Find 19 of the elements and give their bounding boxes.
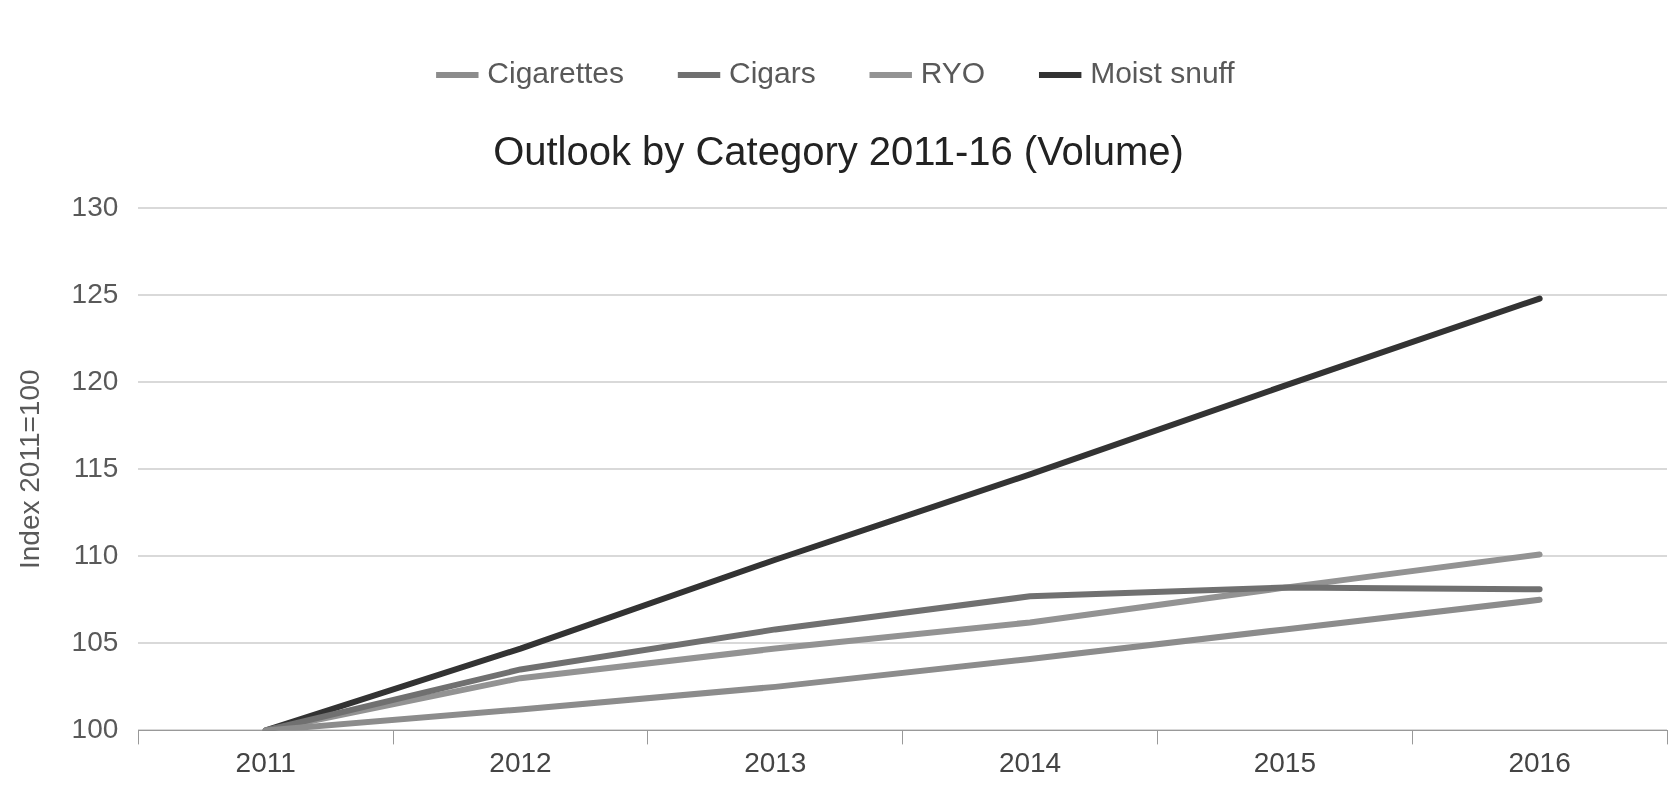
y-tick-label: 110 — [73, 538, 119, 570]
y-axis-title: Index 2011=100 — [13, 369, 45, 569]
legend-label: Cigars — [729, 56, 816, 90]
y-tick-label: 105 — [71, 626, 119, 658]
y-tick-label: 125 — [71, 277, 119, 309]
legend-label: Cigarettes — [487, 56, 625, 90]
y-tick-label: 115 — [73, 451, 119, 483]
x-tick-label: 2011 — [235, 746, 296, 778]
x-tick-label: 2016 — [1508, 746, 1571, 778]
x-tick-label: 2012 — [489, 746, 552, 778]
x-tick-label: 2014 — [998, 746, 1062, 778]
y-tick-label: 130 — [71, 190, 119, 222]
x-tick-label: 2013 — [744, 746, 807, 778]
legend-label: Moist snuff — [1090, 56, 1236, 90]
y-tick-label: 120 — [71, 364, 119, 396]
chart-title: Outlook by Category 2011-16 (Volume) — [493, 129, 1184, 174]
y-tick-label: 100 — [71, 713, 119, 745]
x-tick-label: 2015 — [1253, 746, 1316, 778]
legend-label: RYO — [920, 56, 986, 90]
